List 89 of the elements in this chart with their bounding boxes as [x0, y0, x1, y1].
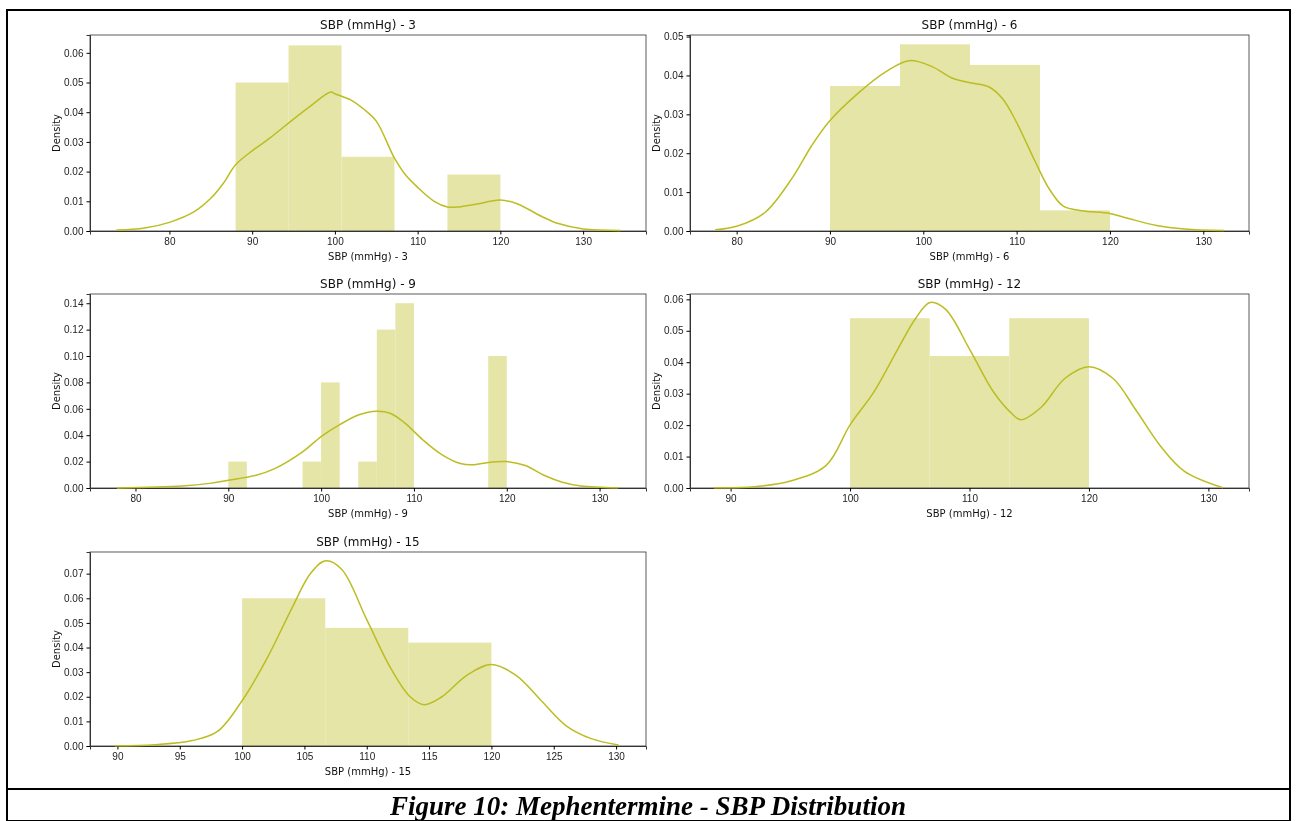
y-tick-label: 0.04	[664, 70, 684, 82]
y-tick-label: 0.06	[64, 592, 84, 604]
x-tick-label: 120	[498, 492, 517, 504]
y-tick-label: 0.06	[664, 294, 684, 306]
y-axis-title: Density	[51, 629, 62, 669]
chart-title: SBP (mmHg) - 3	[320, 18, 416, 32]
x-tick-label: 100	[234, 750, 252, 762]
x-tick-label: 130	[608, 750, 626, 762]
y-tick-label: 0.04	[64, 642, 84, 654]
y-tick-label: 0.00	[64, 482, 84, 494]
y-tick-label: 0.01	[64, 716, 84, 728]
y-tick-label: 0.04	[64, 106, 84, 118]
y-tick-label: 0.02	[64, 166, 84, 178]
x-axis-title: SBP (mmHg) - 9	[328, 508, 408, 519]
y-tick-label: 0.03	[64, 666, 84, 678]
y-tick-label: 0.03	[664, 388, 684, 400]
x-tick-label: 100	[327, 235, 345, 247]
x-tick-label: 110	[410, 235, 427, 247]
x-tick-label: 110	[406, 492, 423, 504]
chart-title: SBP (mmHg) - 12	[917, 277, 1022, 291]
x-axis-title: SBP (mmHg) - 3	[328, 251, 408, 262]
x-tick-label: 90	[112, 750, 124, 762]
x-tick-label: 80	[731, 235, 744, 247]
y-tick-label: 0.04	[664, 356, 684, 368]
y-tick-label: 0.02	[64, 456, 84, 468]
y-axis-title: Density	[51, 371, 62, 411]
y-tick-label: 0.03	[64, 136, 84, 148]
x-tick-label: 110	[359, 750, 376, 762]
x-tick-label: 120	[483, 750, 501, 762]
y-tick-label: 0.00	[664, 225, 684, 237]
x-tick-label: 120	[1081, 492, 1099, 504]
x-axis-title: SBP (mmHg) - 6	[929, 251, 1010, 262]
x-tick-label: 100	[842, 492, 860, 504]
x-tick-label: 120	[492, 235, 510, 247]
x-tick-label: 100	[313, 492, 331, 504]
y-tick-label: 0.14	[64, 297, 84, 309]
y-tick-label: 0.00	[664, 482, 684, 494]
y-axis-title: Density	[51, 113, 62, 153]
y-axis-title: Density	[651, 113, 662, 153]
x-tick-label: 110	[962, 492, 979, 504]
line-series	[713, 301, 1224, 489]
line-series	[114, 560, 620, 747]
y-tick-label: 0.01	[664, 451, 684, 463]
y-tick-label: 0.01	[64, 196, 84, 207]
y-tick-label: 0.05	[64, 617, 84, 629]
x-tick-label: 110	[1009, 235, 1026, 247]
y-tick-label: 0.10	[64, 350, 84, 362]
x-tick-label: 130	[1200, 492, 1218, 504]
x-tick-label: 130	[1195, 235, 1213, 247]
x-tick-label: 95	[174, 750, 187, 762]
x-tick-label: 90	[223, 492, 235, 504]
x-tick-label: 100	[915, 235, 933, 247]
y-tick-label: 0.01	[664, 186, 684, 198]
y-axis-title: Density	[651, 371, 662, 411]
chart-title: SBP (mmHg) - 15	[316, 535, 420, 549]
line-series	[116, 410, 619, 489]
x-tick-label: 80	[130, 492, 142, 504]
y-tick-label: 0.00	[64, 225, 84, 237]
x-tick-label: 90	[247, 235, 259, 247]
y-tick-label: 0.06	[64, 403, 84, 415]
line-series	[115, 91, 622, 232]
y-tick-label: 0.05	[664, 31, 684, 43]
y-tick-label: 0.08	[64, 377, 84, 389]
y-tick-label: 0.00	[64, 740, 84, 752]
y-tick-label: 0.02	[64, 691, 84, 703]
y-tick-label: 0.02	[664, 419, 684, 431]
x-tick-label: 130	[591, 492, 609, 504]
x-tick-label: 125	[545, 750, 564, 762]
x-tick-label: 115	[421, 750, 438, 762]
caption: Figure 10: Mephentermine - SBP Distribution	[389, 791, 906, 821]
y-tick-label: 0.03	[664, 109, 684, 121]
y-tick-label: 0.02	[664, 147, 684, 159]
x-tick-label: 90	[725, 492, 738, 504]
line-series	[714, 59, 1225, 232]
y-tick-label: 0.12	[64, 324, 84, 336]
y-tick-label: 0.05	[64, 77, 84, 89]
y-tick-label: 0.06	[64, 47, 84, 59]
chart-title: SBP (mmHg) - 9	[320, 277, 416, 291]
x-tick-label: 120	[1102, 235, 1120, 247]
chart-title: SBP (mmHg) - 6	[921, 18, 1018, 32]
x-tick-label: 80	[164, 235, 176, 247]
x-tick-label: 90	[824, 235, 837, 247]
y-tick-label: 0.07	[64, 568, 84, 580]
x-tick-label: 105	[296, 750, 314, 762]
x-axis-title: SBP (mmHg) - 15	[324, 766, 412, 777]
y-tick-label: 0.04	[64, 429, 84, 441]
x-tick-label: 130	[575, 235, 593, 247]
x-axis-title: SBP (mmHg) - 12	[926, 508, 1013, 519]
y-tick-label: 0.05	[664, 325, 684, 337]
